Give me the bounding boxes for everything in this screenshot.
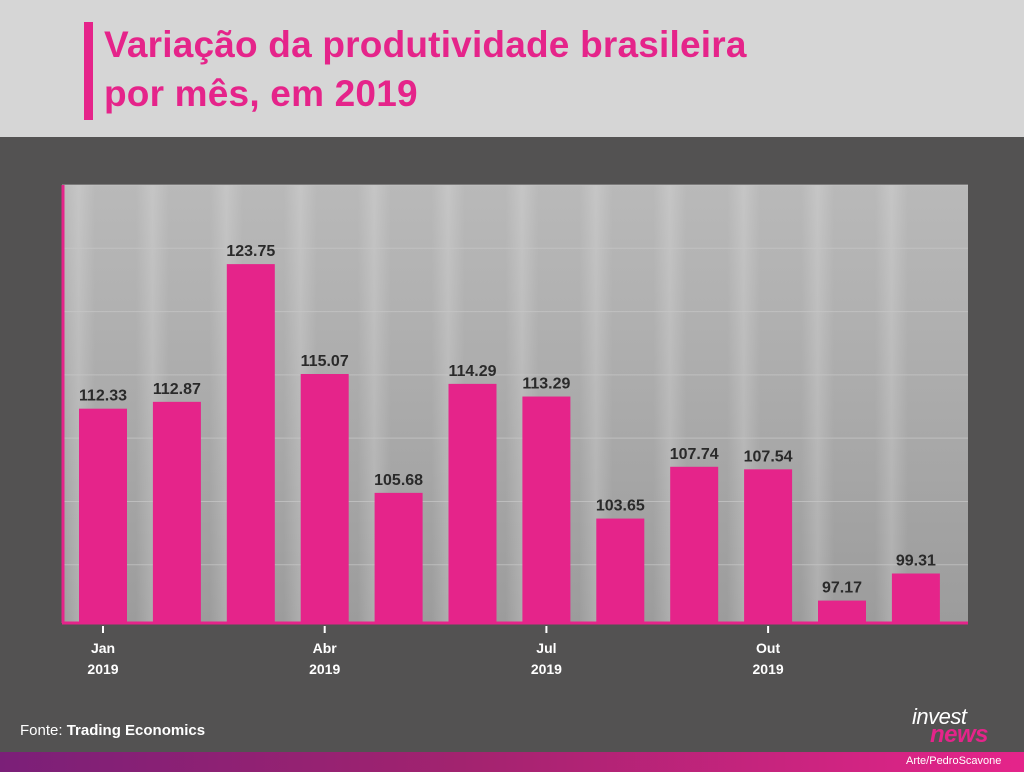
plot-column-stripe <box>801 185 835 623</box>
bar <box>226 264 275 623</box>
bar <box>374 492 423 623</box>
x-tick-label-month: Out <box>756 640 780 656</box>
header: Variação da produtividade brasileira por… <box>0 0 1024 137</box>
plot-column-stripe <box>874 185 909 623</box>
bar-value-label: 97.17 <box>822 580 862 597</box>
source-note: Fonte: Trading Economics <box>20 722 205 739</box>
bar-value-label: 115.07 <box>301 353 349 370</box>
bar-chart: 112.33 112.87 123.75 115.07 105.68 114.29 113.… <box>61 184 968 677</box>
chart-area: 112.33 112.87 123.75 115.07 105.68 114.29 113.… <box>0 137 1024 697</box>
bar <box>152 401 201 623</box>
bar <box>596 518 645 623</box>
bar-value-label: 99.31 <box>896 553 936 570</box>
chart-title: Variação da produtividade brasileira por… <box>104 20 984 118</box>
source-value: Trading Economics <box>66 722 206 739</box>
bar-value-label: 113.29 <box>522 376 570 393</box>
bar-value-label: 112.87 <box>153 381 201 398</box>
x-tick-label-year: 2019 <box>87 661 118 677</box>
x-tick-label-year: 2019 <box>753 661 784 677</box>
bar-value-label: 107.74 <box>670 446 719 463</box>
bar-value-label: 105.68 <box>374 472 423 489</box>
title-line-1: Variação da produtividade brasileira <box>104 24 747 65</box>
bar <box>744 469 793 623</box>
art-credit: Arte/PedroScavone <box>906 755 1002 767</box>
x-tick-label-month: Jul <box>536 640 556 656</box>
x-tick-label-year: 2019 <box>531 661 562 677</box>
bar-value-label: 103.65 <box>596 498 645 515</box>
bar <box>79 408 127 623</box>
bar-value-label: 107.54 <box>744 448 793 465</box>
title-accent-bar <box>84 22 93 120</box>
bar <box>891 573 940 623</box>
bar-value-label: 114.29 <box>448 363 496 380</box>
logo-top-word: invest <box>912 704 967 729</box>
bar <box>818 600 866 623</box>
bottom-gradient-strip <box>0 752 1024 772</box>
title-line-2: por mês, em 2019 <box>104 73 418 114</box>
logo-bottom-word: news <box>930 721 989 748</box>
x-tick-label-month: Abr <box>313 640 338 656</box>
investnews-logo: invest news <box>908 704 1008 748</box>
bar-value-label: 112.33 <box>79 388 127 405</box>
x-tick-label-month: Jan <box>91 640 115 656</box>
bar <box>448 383 497 623</box>
bar <box>670 466 719 623</box>
x-tick-label-year: 2019 <box>309 661 340 677</box>
source-label: Fonte: <box>20 722 63 739</box>
bar-value-label: 123.75 <box>226 243 275 260</box>
bar <box>300 373 349 623</box>
bar <box>522 396 571 623</box>
